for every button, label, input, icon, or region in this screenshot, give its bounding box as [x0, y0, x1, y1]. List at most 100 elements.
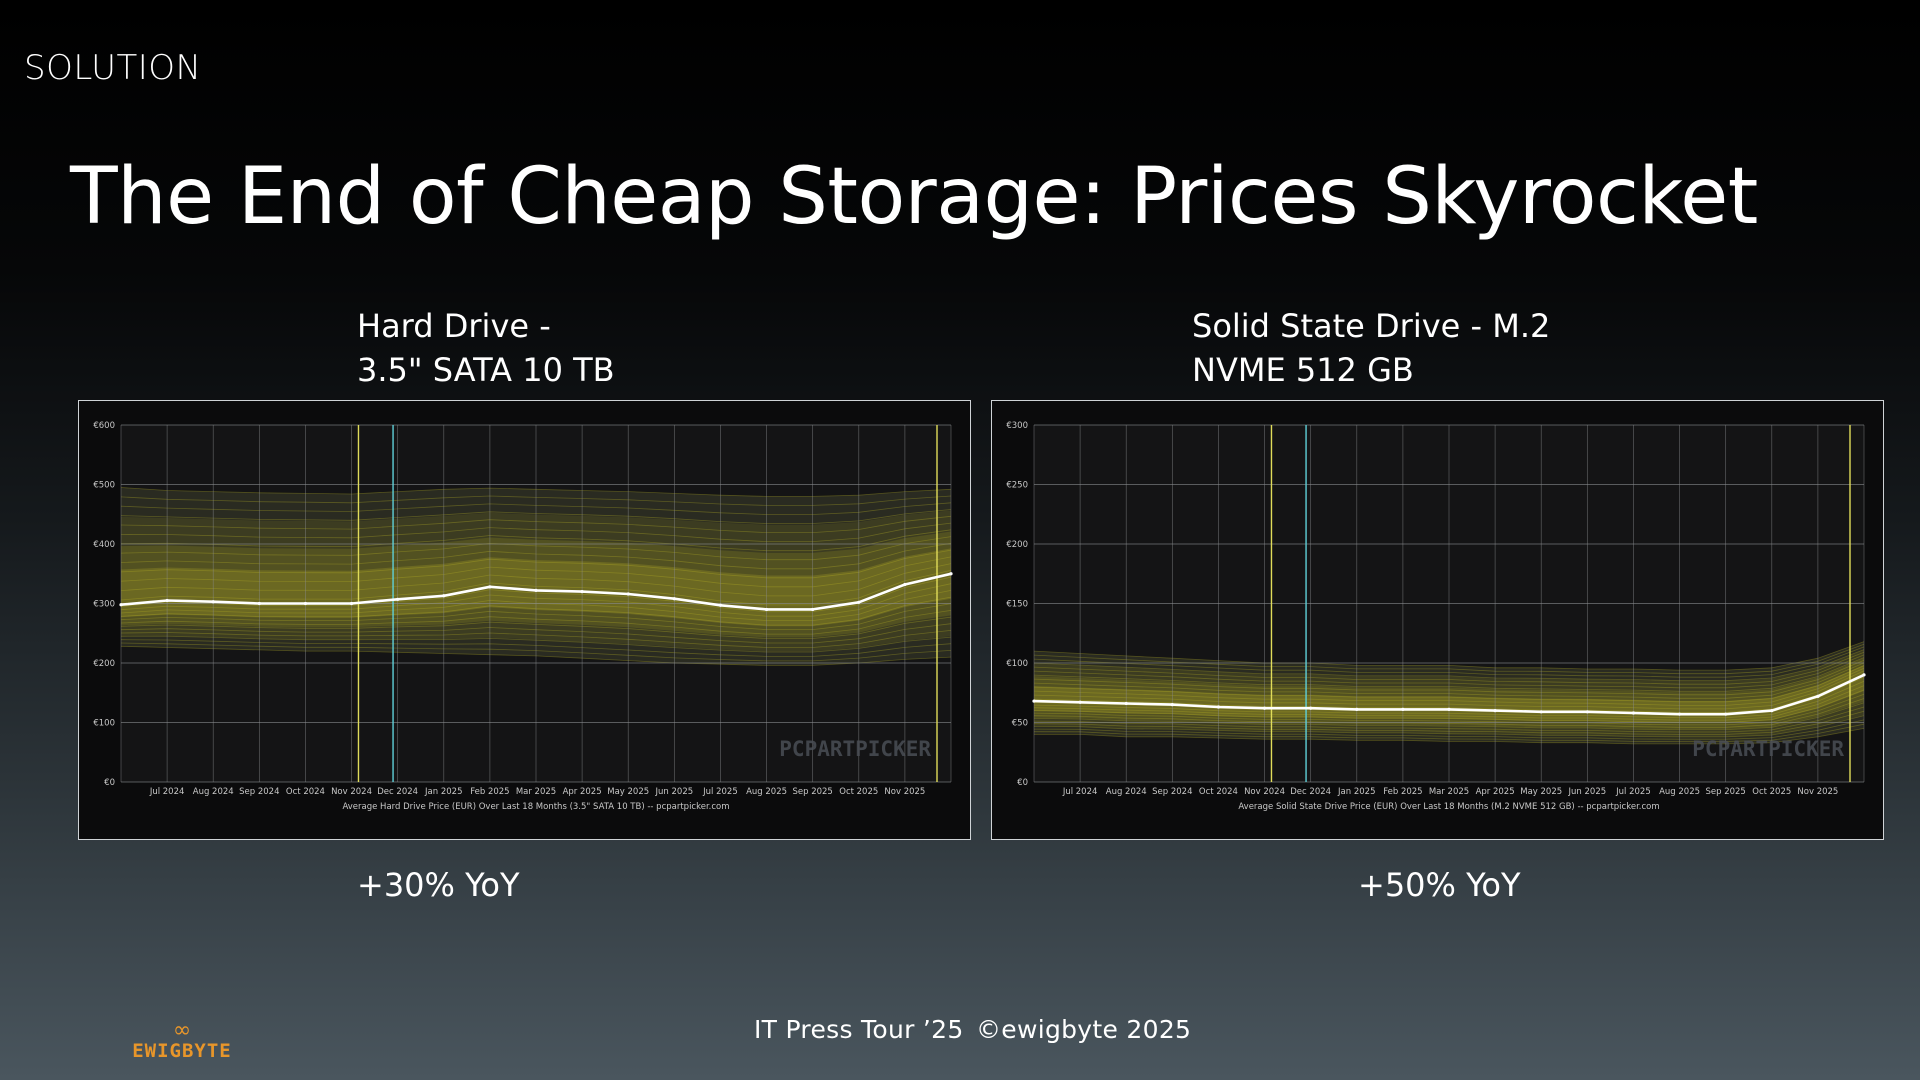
- y-tick-label: €300: [93, 600, 115, 610]
- average-price-point: [349, 601, 354, 606]
- average-price-point: [949, 572, 953, 576]
- y-tick-label: €200: [93, 659, 115, 669]
- x-tick-label: Dec 2024: [377, 787, 418, 797]
- x-tick-label: Nov 2025: [1797, 787, 1838, 797]
- ssd-chart-frame: €0 €50 €100 €150 €200 €250 €300 Jul 2024 Aug 202…: [991, 400, 1884, 840]
- x-tick-label: Nov 2024: [1244, 787, 1285, 797]
- x-tick-label: Feb 2025: [1383, 787, 1422, 797]
- ssd-yoy-label: +50% YoY: [1358, 866, 1521, 904]
- average-price-point: [257, 601, 261, 606]
- x-tick-label: May 2025: [1520, 787, 1562, 797]
- chart-caption: Average Solid State Drive Price (EUR) Ov…: [1238, 802, 1659, 812]
- ssd-heading-line1: Solid State Drive - M.2: [1192, 307, 1551, 345]
- average-price-point: [303, 601, 308, 606]
- average-price-point: [1216, 705, 1221, 709]
- chart-caption: Average Hard Drive Price (EUR) Over Last…: [342, 802, 729, 812]
- x-tick-label: Jul 2025: [702, 787, 738, 797]
- average-price-point: [626, 592, 630, 596]
- x-tick-label: Dec 2024: [1290, 787, 1331, 797]
- average-price-point: [1816, 694, 1820, 698]
- hdd-heading-line2: 3.5" SATA 10 TB: [357, 351, 615, 389]
- average-price-point: [442, 594, 446, 598]
- x-tick-label: Sep 2025: [792, 787, 832, 797]
- infinity-icon: ∞: [172, 1018, 192, 1043]
- average-price-point: [1770, 709, 1774, 713]
- x-tick-label: Aug 2025: [746, 787, 787, 797]
- average-price-point: [211, 600, 215, 604]
- x-tick-label: Aug 2024: [1106, 787, 1147, 797]
- pcpartpicker-watermark: PCPARTPICKER: [1692, 737, 1844, 761]
- x-tick-label: Oct 2025: [839, 787, 878, 797]
- ssd-heading-line2: NVME 512 GB: [1192, 351, 1414, 389]
- x-tick-label: May 2025: [607, 787, 649, 797]
- x-tick-label: Aug 2024: [193, 787, 234, 797]
- average-price-point: [764, 607, 769, 612]
- x-tick-label: Jun 2025: [655, 787, 694, 797]
- y-tick-label: €200: [1006, 540, 1028, 550]
- average-price-point: [1862, 673, 1866, 677]
- average-price-point: [1170, 703, 1174, 707]
- hdd-yoy-label: +30% YoY: [357, 866, 520, 904]
- y-tick-label: €400: [93, 540, 115, 550]
- x-tick-label: Jul 2025: [1615, 787, 1651, 797]
- average-price-point: [672, 597, 676, 601]
- y-tick-label: €300: [1006, 421, 1028, 431]
- x-tick-label: Mar 2025: [1429, 787, 1469, 797]
- x-tick-label: Jun 2025: [1568, 787, 1607, 797]
- y-tick-label: €0: [1017, 778, 1028, 788]
- x-tick-label: Oct 2024: [1199, 787, 1238, 797]
- x-tick-label: Jul 2024: [1062, 787, 1098, 797]
- average-price-point: [1078, 700, 1082, 704]
- ewigbyte-logo: ∞ EWIGBYTE: [130, 1018, 234, 1063]
- y-tick-label: €50: [1012, 719, 1028, 729]
- average-price-point: [1585, 710, 1589, 714]
- y-tick-label: €500: [93, 481, 115, 491]
- logo-text: EWIGBYTE: [132, 1040, 232, 1062]
- y-tick-label: €150: [1006, 600, 1028, 610]
- y-tick-label: €100: [1006, 659, 1028, 669]
- average-price-point: [119, 603, 123, 607]
- hdd-heading-line1: Hard Drive -: [357, 307, 551, 345]
- hdd-chart-heading: Hard Drive - 3.5" SATA 10 TB: [357, 304, 615, 392]
- x-tick-label: Oct 2025: [1752, 787, 1791, 797]
- average-price-point: [718, 603, 723, 607]
- average-price-point: [580, 590, 584, 594]
- x-tick-label: Apr 2025: [1476, 787, 1515, 797]
- x-tick-label: Nov 2025: [884, 787, 925, 797]
- y-tick-label: €600: [93, 421, 115, 431]
- x-tick-label: Jan 2025: [424, 787, 462, 797]
- average-price-point: [1493, 709, 1497, 713]
- x-tick-label: Sep 2024: [1152, 787, 1192, 797]
- average-price-point: [165, 598, 169, 603]
- x-tick-label: Sep 2025: [1705, 787, 1745, 797]
- x-tick-label: Apr 2025: [563, 787, 602, 797]
- average-price-point: [811, 607, 815, 612]
- average-price-point: [1262, 706, 1267, 710]
- average-price-point: [1124, 701, 1128, 706]
- average-price-point: [903, 582, 907, 587]
- footer-event: IT Press Tour ’25: [754, 1015, 964, 1044]
- average-price-point: [1539, 710, 1543, 714]
- average-price-point: [488, 585, 492, 589]
- x-tick-label: Aug 2025: [1659, 787, 1700, 797]
- x-tick-label: Jan 2025: [1337, 787, 1375, 797]
- x-tick-label: Sep 2024: [239, 787, 279, 797]
- x-tick-label: Nov 2024: [331, 787, 372, 797]
- average-price-point: [1631, 711, 1636, 715]
- y-tick-label: €0: [104, 778, 115, 788]
- y-tick-label: €250: [1006, 481, 1028, 491]
- average-price-point: [396, 597, 400, 601]
- average-price-point: [534, 588, 538, 593]
- average-price-point: [857, 600, 861, 604]
- ssd-chart-heading: Solid State Drive - M.2 NVME 512 GB: [1192, 304, 1550, 392]
- hdd-price-chart: €0 €100 €200 €300 €400 €500 €600 Jul 2024 Aug 20…: [93, 421, 953, 812]
- footer-copyright: ©ewigbyte 2025: [976, 1015, 1192, 1044]
- x-tick-label: Oct 2024: [286, 787, 325, 797]
- x-tick-label: Jul 2024: [149, 787, 185, 797]
- average-price-point: [1355, 707, 1359, 712]
- average-price-point: [1447, 707, 1451, 712]
- slide-title: The End of Cheap Storage: Prices Skyrock…: [70, 152, 1758, 242]
- x-tick-label: Mar 2025: [516, 787, 556, 797]
- average-price-point: [1724, 712, 1728, 716]
- section-label: SOLUTION: [24, 48, 202, 88]
